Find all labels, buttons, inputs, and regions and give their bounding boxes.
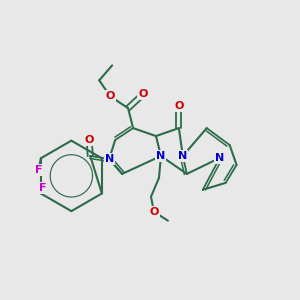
- Text: N: N: [156, 151, 166, 161]
- Text: F: F: [39, 183, 46, 193]
- Text: N: N: [215, 153, 224, 163]
- Text: O: O: [106, 91, 115, 101]
- Text: F: F: [35, 165, 42, 175]
- Text: O: O: [85, 135, 94, 145]
- Text: O: O: [174, 101, 184, 111]
- Text: O: O: [138, 89, 148, 99]
- Text: O: O: [149, 207, 159, 217]
- Text: N: N: [105, 154, 114, 164]
- Text: N: N: [178, 151, 188, 161]
